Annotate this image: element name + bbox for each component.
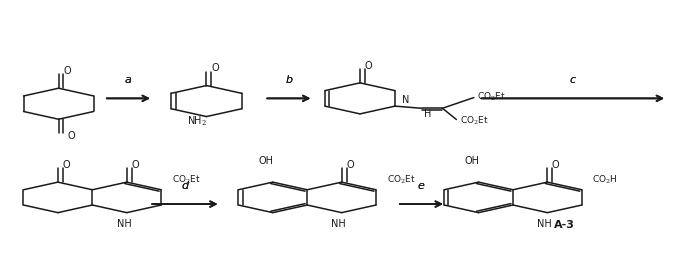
Text: CO$_2$Et: CO$_2$Et <box>460 114 489 127</box>
Text: O: O <box>131 160 139 170</box>
Text: NH$_2$: NH$_2$ <box>187 115 207 128</box>
Text: H: H <box>424 109 431 119</box>
Text: O: O <box>364 61 372 71</box>
Text: O: O <box>552 160 560 170</box>
Text: O: O <box>67 131 75 141</box>
Text: OH: OH <box>259 155 273 165</box>
Text: e: e <box>418 181 425 191</box>
Text: O: O <box>62 160 70 170</box>
Text: c: c <box>570 75 576 85</box>
Text: c: c <box>570 75 576 85</box>
Text: b: b <box>285 75 292 85</box>
Text: OH: OH <box>464 155 479 165</box>
Text: O: O <box>211 63 219 73</box>
Text: b: b <box>285 75 292 85</box>
Text: e: e <box>418 181 425 191</box>
Text: NH: NH <box>331 218 346 229</box>
Text: d: d <box>181 181 189 191</box>
Text: N: N <box>403 95 410 105</box>
Text: d: d <box>181 181 189 191</box>
Text: A-3: A-3 <box>554 220 575 229</box>
Text: O: O <box>346 160 354 170</box>
Text: CO$_2$Et: CO$_2$Et <box>172 173 201 186</box>
Text: NH: NH <box>538 218 552 229</box>
Text: O: O <box>63 66 71 76</box>
Text: CO$_2$Et: CO$_2$Et <box>477 90 506 103</box>
Text: CO$_2$H: CO$_2$H <box>592 173 618 186</box>
Text: a: a <box>125 75 132 85</box>
Text: NH: NH <box>117 218 131 229</box>
Text: CO$_2$Et: CO$_2$Et <box>387 173 415 186</box>
Text: a: a <box>125 75 132 85</box>
